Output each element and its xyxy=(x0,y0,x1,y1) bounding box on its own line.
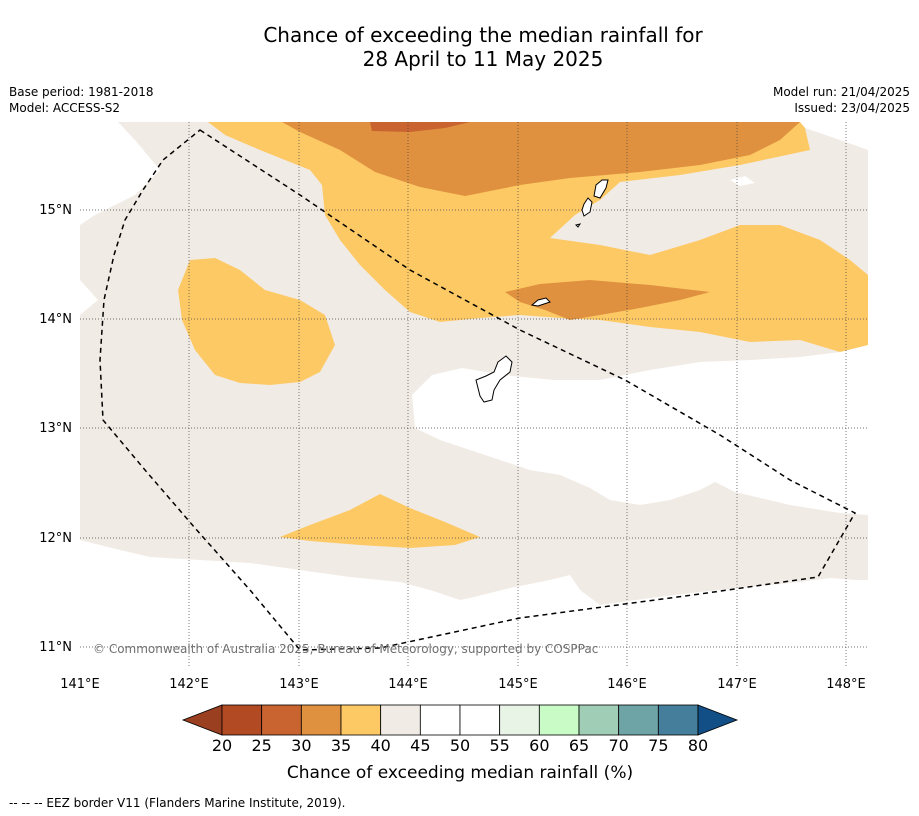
lon-tick-142: 142°E xyxy=(169,677,209,692)
band-40-45-east-inlet xyxy=(412,345,868,505)
lon-tick-148: 148°E xyxy=(826,677,866,692)
colorbar-tick-65: 65 xyxy=(569,736,589,755)
lat-tick-13: 13°N xyxy=(39,421,72,436)
colorbar-tick-30: 30 xyxy=(291,736,311,755)
lat-tick-14: 14°N xyxy=(39,312,72,327)
lon-tick-146: 146°E xyxy=(607,677,647,692)
colorbar-bin-25-30 xyxy=(261,704,302,736)
band-30-35-south xyxy=(280,494,480,548)
colorbar-tick-55: 55 xyxy=(489,736,509,755)
band-30-35-west xyxy=(178,258,335,385)
band-40-45-west xyxy=(80,122,160,225)
meta-left: Base period: 1981-2018 Model: ACCESS-S2 xyxy=(9,84,154,116)
issued-label: Issued: 23/04/2025 xyxy=(794,101,910,115)
lon-tick-labels: 141°E 142°E 143°E 144°E 145°E 146°E 147°… xyxy=(60,677,866,692)
colorbar-tick-25: 25 xyxy=(251,736,271,755)
band-25-30-east xyxy=(505,280,710,320)
colorbar-tick-80: 80 xyxy=(688,736,708,755)
colorbar-bin-35-40 xyxy=(340,704,382,736)
band-30-35-north xyxy=(208,122,868,352)
islands xyxy=(475,179,609,403)
colorbar-tick-70: 70 xyxy=(608,736,628,755)
lat-tick-11: 11°N xyxy=(39,640,72,655)
lat-tick-12: 12°N xyxy=(39,531,72,546)
band-40-45-ne-corner xyxy=(800,122,868,150)
colorbar-bin-30-35 xyxy=(300,704,342,736)
colorbar-tick-35: 35 xyxy=(331,736,351,755)
band-40-45-nw-edge xyxy=(80,280,98,315)
colorbar-tick-50: 50 xyxy=(450,736,470,755)
copyright-notice: © Commonwealth of Australia 2025, Bureau… xyxy=(93,642,598,656)
eez-border xyxy=(99,129,857,651)
band-40-45-central xyxy=(80,345,868,668)
colorbar-tick-40: 40 xyxy=(370,736,390,755)
colorbar-tick-20: 20 xyxy=(212,736,232,755)
forecast-map: © Commonwealth of Australia 2025, Bureau… xyxy=(39,122,868,783)
colorbar-bin-75-80 xyxy=(657,704,699,736)
island-rota xyxy=(530,297,551,307)
band-25-30-north xyxy=(282,122,800,196)
colorbar-bin-20-25 xyxy=(221,704,263,736)
colorbar-tick-45: 45 xyxy=(410,736,430,755)
colorbar-bin-40-45 xyxy=(380,704,421,736)
meta-right: Model run: 21/04/2025 Issued: 23/04/2025 xyxy=(773,84,910,116)
colorbar xyxy=(181,704,739,736)
map-title-line-2: 28 April to 11 May 2025 xyxy=(362,47,604,71)
island-aguijan xyxy=(575,223,582,228)
island-saipan xyxy=(593,179,609,199)
lat-tick-labels: 15°N 14°N 13°N 12°N 11°N xyxy=(39,203,72,655)
colorbar-over-arrow xyxy=(697,704,739,736)
eez-border-legend: -- -- -- EEZ border V11 (Flanders Marine… xyxy=(9,796,346,810)
lon-tick-143: 143°E xyxy=(279,677,319,692)
colorbar-bin-45-50 xyxy=(419,704,461,736)
island-tinian xyxy=(581,197,593,217)
model-run-label: Model run: 21/04/2025 xyxy=(772,85,910,99)
band-45-55-east xyxy=(715,395,868,495)
colorbar-bin-55-60 xyxy=(499,704,540,736)
lon-tick-141: 141°E xyxy=(60,677,100,692)
colorbar-tick-60: 60 xyxy=(529,736,549,755)
colorbar-tick-75: 75 xyxy=(648,736,668,755)
base-period-label: Base period: 1981-2018 xyxy=(9,85,154,99)
band-20-25-north xyxy=(370,122,470,132)
island-guam xyxy=(475,355,513,403)
lon-tick-147: 147°E xyxy=(717,677,757,692)
band-40-45-ne-spot xyxy=(730,176,755,186)
colorbar-under-arrow xyxy=(181,704,223,736)
colorbar-bin-70-75 xyxy=(618,704,659,736)
colorbar-tick-labels: 20 25 30 35 40 45 50 55 60 65 70 75 80 xyxy=(212,736,708,755)
colorbar-bin-60-65 xyxy=(538,704,580,736)
grid-lines xyxy=(80,122,868,668)
colorbar-title: Chance of exceeding median rainfall (%) xyxy=(287,763,633,783)
lat-tick-15: 15°N xyxy=(39,203,72,218)
lon-tick-145: 145°E xyxy=(498,677,538,692)
band-45-55-south xyxy=(80,593,345,668)
lon-tick-144: 144°E xyxy=(388,677,428,692)
model-label: Model: ACCESS-S2 xyxy=(9,101,121,115)
map-title-line-1: Chance of exceeding the median rainfall … xyxy=(263,23,703,47)
colorbar-bin-50-55 xyxy=(459,704,501,736)
colorbar-bin-65-70 xyxy=(578,704,620,736)
